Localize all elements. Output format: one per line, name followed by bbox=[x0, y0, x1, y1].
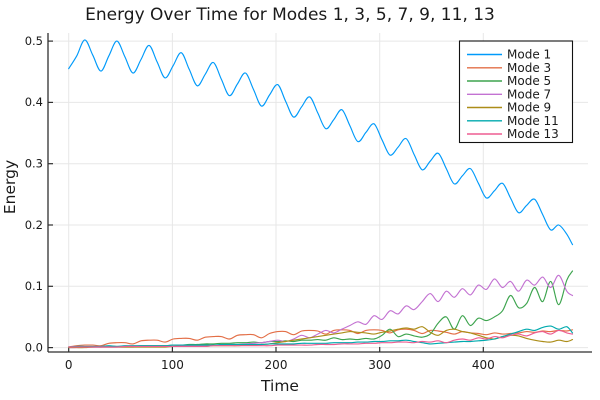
series-lines bbox=[68, 39, 574, 349]
y-tick-label: 0.1 bbox=[25, 279, 43, 293]
series-line-mode-13 bbox=[68, 329, 574, 348]
x-tick-label: 400 bbox=[472, 358, 495, 372]
y-tick-label: 0.2 bbox=[25, 218, 43, 232]
y-axis-label: Energy bbox=[1, 160, 19, 214]
x-tick-label: 200 bbox=[265, 358, 288, 372]
y-tick-label: 0.0 bbox=[25, 340, 43, 354]
legend-label: Mode 13 bbox=[507, 127, 559, 141]
series-line-mode-9 bbox=[68, 326, 574, 349]
y-tick-label: 0.4 bbox=[25, 95, 43, 109]
legend-label: Mode 5 bbox=[507, 74, 551, 88]
series-line-mode-11 bbox=[68, 325, 574, 348]
x-tick-label: 0 bbox=[65, 358, 73, 372]
series-line-mode-1 bbox=[68, 39, 574, 246]
x-tick-label: 100 bbox=[161, 358, 184, 372]
axes bbox=[47, 33, 592, 353]
legend-label: Mode 3 bbox=[507, 61, 551, 75]
series-line-mode-3 bbox=[68, 328, 574, 348]
legend-label: Mode 11 bbox=[507, 114, 559, 128]
legend-label: Mode 9 bbox=[507, 101, 551, 115]
chart-title: Energy Over Time for Modes 1, 3, 5, 7, 9… bbox=[85, 5, 495, 25]
legend-box bbox=[458, 40, 574, 144]
y-tick-label: 0.3 bbox=[25, 157, 43, 171]
x-axis-label: Time bbox=[260, 377, 299, 395]
legend-label: Mode 7 bbox=[507, 88, 551, 102]
y-tick-label: 0.5 bbox=[25, 34, 43, 48]
legend-label: Mode 1 bbox=[507, 48, 551, 62]
tick-labels: 0 100 200 300 400 0.0 0.1 0.2 0.3 0.4 0.5 bbox=[25, 34, 495, 372]
x-tick-label: 300 bbox=[368, 358, 391, 372]
